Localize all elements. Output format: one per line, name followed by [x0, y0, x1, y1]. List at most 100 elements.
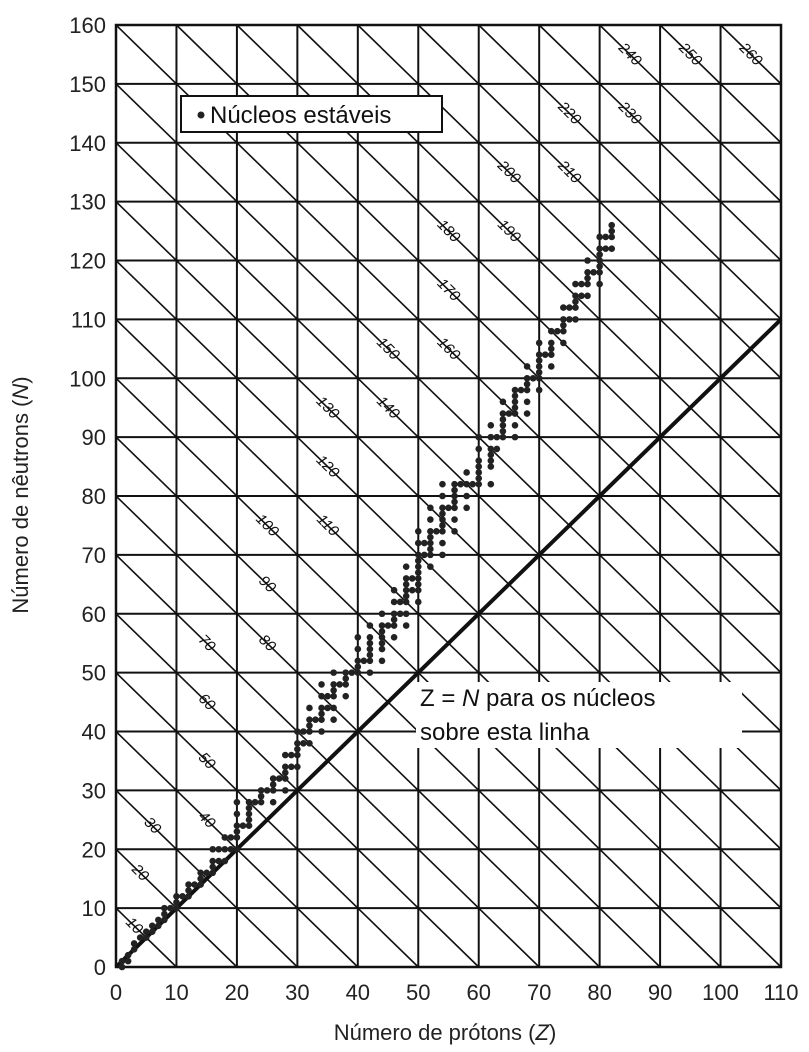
stable-nucleus-point	[475, 445, 483, 453]
legend-marker	[197, 111, 205, 119]
annotation-line-1-suffix: para os núcleos	[479, 685, 655, 712]
stable-nucleus-point	[414, 528, 422, 535]
y-tick-label: 140	[69, 131, 106, 156]
stable-nucleus-point	[318, 710, 325, 718]
x-tick-label: 80	[587, 980, 611, 1005]
stable-nucleus-point	[572, 292, 579, 300]
stable-nucleus-point	[130, 940, 138, 947]
isobar-line	[719, 24, 782, 85]
annotation-background	[416, 682, 742, 748]
stable-nucleus-point	[257, 798, 265, 806]
stable-nucleus-point	[439, 480, 446, 488]
stable-nucleus-point	[402, 581, 410, 588]
data-points-group	[118, 221, 616, 971]
stable-nucleus-point	[572, 280, 579, 288]
stable-nucleus-point	[294, 728, 301, 735]
stable-nucleus-point	[511, 386, 519, 394]
stable-nucleus-point	[209, 863, 217, 871]
stable-nucleus-point	[233, 834, 241, 841]
stable-nucleus-point	[445, 504, 452, 512]
stable-nucleus-point	[318, 681, 325, 688]
stable-nucleus-point	[318, 716, 325, 724]
y-tick-label: 70	[82, 543, 106, 568]
stable-nucleus-point	[523, 374, 531, 382]
stable-nucleus-point	[245, 804, 253, 812]
stable-nucleus-point	[475, 469, 483, 476]
stable-nucleus-point	[511, 422, 519, 429]
stable-nucleus-point	[263, 787, 271, 794]
stable-nucleus-point	[378, 622, 386, 629]
x-tick-label: 50	[406, 980, 430, 1005]
stable-nucleus-point	[390, 634, 398, 641]
stable-nucleus-point	[155, 916, 162, 924]
stable-nucleus-point	[560, 321, 567, 329]
stable-nucleus-point	[209, 869, 217, 877]
stable-nucleus-point	[511, 410, 519, 417]
stable-nucleus-point	[191, 881, 198, 888]
isobar-line	[115, 259, 782, 909]
stable-nucleus-point	[378, 628, 386, 635]
y-tick-label: 20	[82, 837, 106, 862]
stable-nucleus-point	[221, 857, 229, 865]
stable-nucleus-point	[427, 551, 434, 559]
stable-nucleus-point	[596, 268, 603, 276]
stable-nucleus-point	[475, 480, 483, 488]
stable-nucleus-point	[342, 669, 350, 676]
stable-nucleus-point	[390, 598, 398, 606]
stable-nucleus-point	[596, 257, 603, 264]
stable-nucleus-point	[596, 233, 603, 241]
stable-nucleus-point	[439, 516, 446, 523]
stable-nucleus-point	[427, 516, 434, 523]
stable-nucleus-point	[354, 634, 362, 641]
stable-nucleus-point	[487, 463, 495, 470]
stable-nucleus-point	[402, 610, 410, 618]
x-tick-label: 60	[466, 980, 490, 1005]
stable-nucleus-point	[142, 934, 150, 941]
stable-nucleus-point	[161, 910, 168, 918]
stable-nucleus-point	[306, 722, 313, 729]
stable-nucleus-point	[439, 492, 446, 500]
y-tick-label: 80	[82, 484, 106, 509]
stable-nucleus-point	[523, 386, 531, 394]
x-axis-title-prefix: Número de prótons (	[334, 1020, 536, 1045]
stable-nucleus-point	[560, 304, 567, 311]
stable-nucleus-point	[596, 251, 603, 258]
stable-nucleus-point	[390, 616, 398, 623]
stable-nucleus-point	[366, 657, 374, 665]
stable-nucleus-point	[547, 351, 555, 359]
stable-nucleus-point	[439, 510, 446, 517]
stable-nucleus-point	[608, 221, 616, 229]
stable-nucleus-point	[402, 575, 410, 582]
stable-nucleus-point	[566, 316, 573, 323]
stable-nucleus-point	[378, 657, 386, 665]
stable-nucleus-point	[414, 586, 422, 594]
x-tick-label: 100	[702, 980, 739, 1005]
y-tick-label: 40	[82, 720, 106, 745]
stable-nucleus-point	[511, 392, 519, 400]
stable-nucleus-point	[233, 798, 241, 806]
stable-nucleus-point	[390, 586, 398, 594]
stable-nucleus-point	[330, 692, 337, 700]
stable-nucleus-point	[535, 357, 543, 364]
stable-nucleus-point	[408, 586, 416, 594]
stable-nucleus-point	[306, 728, 313, 735]
legend-frame	[180, 95, 443, 133]
stable-nucleus-point	[251, 798, 259, 806]
stable-nucleus-point	[487, 445, 495, 453]
stable-nucleus-point	[330, 669, 337, 676]
y-axis-title-suffix: )	[8, 376, 33, 383]
stable-nucleus-point	[529, 374, 537, 382]
stable-nucleus-point	[402, 586, 410, 594]
stable-nucleus-point	[414, 581, 422, 588]
stable-nucleus-point	[584, 274, 591, 282]
stable-nucleus-point	[136, 934, 144, 941]
stable-nucleus-point	[245, 816, 253, 824]
stable-nucleus-point	[245, 798, 253, 806]
stable-nucleus-point	[457, 480, 464, 488]
stable-nucleus-point	[451, 498, 458, 506]
stable-nucleus-point	[354, 663, 362, 671]
stable-nucleus-point	[439, 528, 446, 535]
stable-nucleus-point	[535, 339, 543, 347]
y-tick-label: 50	[82, 661, 106, 686]
x-tick-label: 0	[110, 980, 122, 1005]
